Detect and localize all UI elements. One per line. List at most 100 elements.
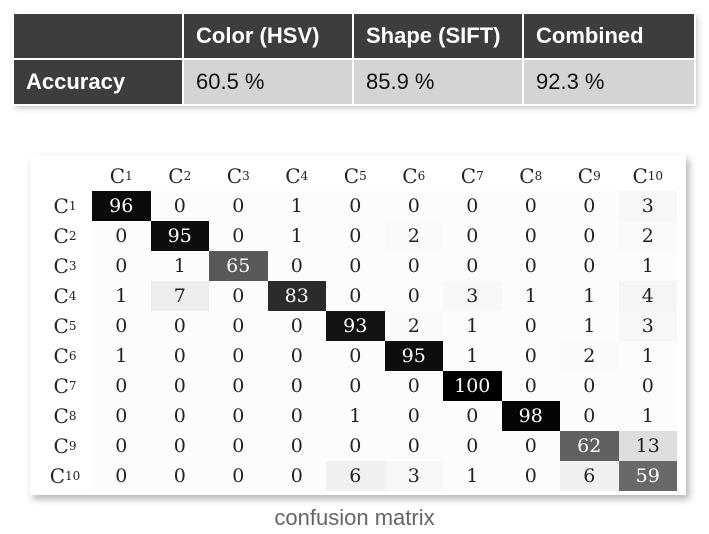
matrix-cell-r6-c7: 1 xyxy=(443,341,502,371)
matrix-cell-r1-c10: 3 xyxy=(618,191,677,221)
matrix-cell-r5-c1: 0 xyxy=(92,311,151,341)
matrix-cell-r8-c5: 1 xyxy=(326,401,385,431)
matrix-cell-r9-c9: 62 xyxy=(560,431,619,461)
confusion-matrix-grid: C 1 C 2 C 3 C 4 C 5 C 6 C 7 C 8 C 9 C 10 C 1 96 0 0 1 0 0 0 0 0 3 C 2 0 95 0… xyxy=(38,161,677,491)
matrix-cell-r10-c6: 3 xyxy=(384,461,443,491)
matrix-cell-r6-c3: 0 xyxy=(209,341,268,371)
matrix-cell-r3-c9: 0 xyxy=(560,251,619,281)
matrix-cell-r1-c5: 0 xyxy=(326,191,385,221)
matrix-cell-r8-c8: 98 xyxy=(501,401,560,431)
accuracy-value-shape: 85.9 % xyxy=(352,58,524,106)
matrix-cell-r4-c8: 1 xyxy=(501,281,560,311)
matrix-cell-r3-c7: 0 xyxy=(443,251,502,281)
accuracy-header-combined: Combined xyxy=(522,12,696,60)
matrix-cell-r3-c4: 0 xyxy=(267,251,326,281)
matrix-cell-r4-c7: 3 xyxy=(443,281,502,311)
matrix-cell-r7-c7: 100 xyxy=(443,371,502,401)
matrix-cell-r8-c7: 0 xyxy=(443,401,502,431)
matrix-cell-r3-c3: 65 xyxy=(209,251,268,281)
matrix-cell-r1-c6: 0 xyxy=(384,191,443,221)
accuracy-header-row: Color (HSV) Shape (SIFT) Combined xyxy=(12,12,696,60)
matrix-cell-r6-c4: 0 xyxy=(267,341,326,371)
matrix-cell-r8-c10: 1 xyxy=(618,401,677,431)
matrix-cell-r9-c10: 13 xyxy=(618,431,677,461)
row-header-c10: C 10 xyxy=(49,464,81,488)
matrix-cell-r5-c3: 0 xyxy=(209,311,268,341)
matrix-cell-r8-c9: 0 xyxy=(560,401,619,431)
matrix-cell-r6-c5: 0 xyxy=(326,341,385,371)
matrix-cell-r7-c1: 0 xyxy=(92,371,151,401)
matrix-cell-r1-c1: 96 xyxy=(92,191,151,221)
accuracy-value-color: 60.5 % xyxy=(182,58,354,106)
matrix-cell-r5-c9: 1 xyxy=(560,311,619,341)
matrix-cell-r2-c5: 0 xyxy=(326,221,385,251)
matrix-cell-r9-c4: 0 xyxy=(267,431,326,461)
matrix-cell-r8-c4: 0 xyxy=(267,401,326,431)
matrix-cell-r10-c1: 0 xyxy=(92,461,151,491)
confusion-matrix-caption: confusion matrix xyxy=(274,505,435,530)
matrix-cell-r1-c4: 1 xyxy=(267,191,326,221)
matrix-cell-r2-c10: 2 xyxy=(618,221,677,251)
matrix-cell-r3-c8: 0 xyxy=(501,251,560,281)
matrix-cell-r2-c7: 0 xyxy=(443,221,502,251)
matrix-cell-r2-c6: 2 xyxy=(384,221,443,251)
matrix-cell-r2-c8: 0 xyxy=(501,221,560,251)
matrix-cell-r10-c7: 1 xyxy=(443,461,502,491)
matrix-cell-r10-c3: 0 xyxy=(209,461,268,491)
matrix-cell-r7-c10: 0 xyxy=(618,371,677,401)
matrix-cell-r8-c2: 0 xyxy=(150,401,209,431)
matrix-cell-r7-c3: 0 xyxy=(209,371,268,401)
matrix-cell-r10-c8: 0 xyxy=(501,461,560,491)
matrix-cell-r9-c2: 0 xyxy=(150,431,209,461)
accuracy-value-combined: 92.3 % xyxy=(522,58,696,106)
matrix-cell-r1-c2: 0 xyxy=(150,191,209,221)
matrix-cell-r1-c7: 0 xyxy=(443,191,502,221)
matrix-cell-r2-c3: 0 xyxy=(209,221,268,251)
accuracy-header-empty xyxy=(12,12,184,60)
matrix-corner xyxy=(38,161,92,191)
matrix-cell-r7-c6: 0 xyxy=(384,371,443,401)
accuracy-table-container: Color (HSV) Shape (SIFT) Combined Accura… xyxy=(12,12,696,106)
matrix-cell-r7-c8: 0 xyxy=(501,371,560,401)
matrix-cell-r9-c5: 0 xyxy=(326,431,385,461)
matrix-cell-r6-c8: 0 xyxy=(501,341,560,371)
matrix-cell-r1-c9: 0 xyxy=(560,191,619,221)
matrix-cell-r5-c10: 3 xyxy=(618,311,677,341)
matrix-cell-r4-c1: 1 xyxy=(92,281,151,311)
matrix-cell-r10-c4: 0 xyxy=(267,461,326,491)
matrix-cell-r4-c6: 0 xyxy=(384,281,443,311)
column-header-c10: C 10 xyxy=(632,164,664,188)
accuracy-header-shape: Shape (SIFT) xyxy=(352,12,524,60)
matrix-cell-r6-c10: 1 xyxy=(618,341,677,371)
accuracy-header-color: Color (HSV) xyxy=(182,12,354,60)
matrix-cell-r3-c10: 1 xyxy=(618,251,677,281)
matrix-cell-r7-c2: 0 xyxy=(150,371,209,401)
matrix-cell-r4-c2: 7 xyxy=(150,281,209,311)
matrix-cell-r8-c6: 0 xyxy=(384,401,443,431)
matrix-cell-r5-c8: 0 xyxy=(501,311,560,341)
matrix-cell-r6-c1: 1 xyxy=(92,341,151,371)
matrix-cell-r3-c2: 1 xyxy=(150,251,209,281)
confusion-matrix-panel: C 1 C 2 C 3 C 4 C 5 C 6 C 7 C 8 C 9 C 10 C 1 96 0 0 1 0 0 0 0 0 3 C 2 0 95 0… xyxy=(30,155,686,495)
matrix-cell-r8-c1: 0 xyxy=(92,401,151,431)
matrix-cell-r2-c1: 0 xyxy=(92,221,151,251)
accuracy-row-label: Accuracy xyxy=(12,58,184,106)
matrix-cell-r3-c1: 0 xyxy=(92,251,151,281)
matrix-cell-r7-c4: 0 xyxy=(267,371,326,401)
matrix-cell-r9-c6: 0 xyxy=(384,431,443,461)
matrix-cell-r7-c9: 0 xyxy=(560,371,619,401)
matrix-cell-r4-c5: 0 xyxy=(326,281,385,311)
accuracy-value-row: Accuracy 60.5 % 85.9 % 92.3 % xyxy=(12,58,696,106)
